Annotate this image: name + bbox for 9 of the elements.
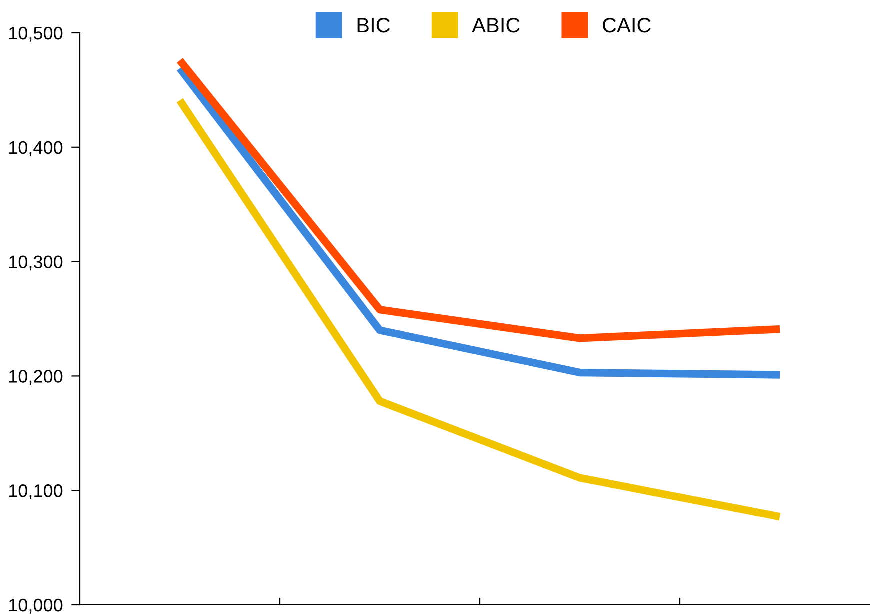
legend-label: CAIC	[603, 18, 651, 33]
y-tick-label: 10,200	[9, 370, 63, 386]
y-tick-label: 10,300	[9, 256, 63, 271]
y-tick-label: 10,500	[9, 26, 63, 42]
y-tick-label: 10,400	[9, 141, 63, 156]
legend-label: BIC	[358, 18, 390, 33]
y-tick-label: 10,100	[9, 484, 63, 500]
legend-label: ABIC	[472, 18, 520, 33]
y-tick-label: 10,000	[9, 598, 63, 614]
